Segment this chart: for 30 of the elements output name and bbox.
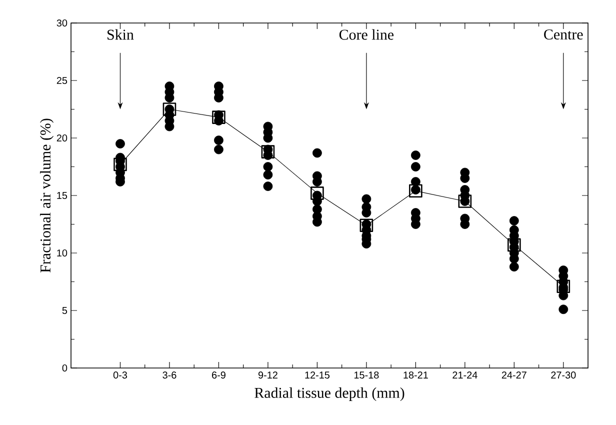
x-tick-label: 9-12 <box>258 372 278 379</box>
annotation: Centre <box>544 29 583 40</box>
point <box>556 280 570 293</box>
y-tick-label: 25 <box>56 76 68 84</box>
y-tick-label: 5 <box>62 307 68 314</box>
y-axis-title: Fractional air volume (%) <box>40 118 54 272</box>
x-tick-label: 6-9 <box>212 372 226 379</box>
x-tick-label: 12-15 <box>305 372 330 379</box>
point <box>360 218 374 232</box>
point <box>261 145 275 158</box>
point <box>508 238 521 252</box>
x-tick-label: 0-3 <box>113 372 128 379</box>
x-tick-label: 24-27 <box>502 372 526 378</box>
x-tick-label: 21-24 <box>452 372 478 378</box>
x-axis-title: Radial tissue depth (mm) <box>254 387 404 401</box>
annotation: Skin <box>108 29 134 40</box>
point <box>409 184 422 198</box>
annotation: Core line <box>339 29 394 40</box>
y-tick-label: 0 <box>62 364 68 372</box>
y-tick-label: 30 <box>56 19 68 27</box>
y-tick-label: 10 <box>57 249 68 257</box>
x-tick-label: 18-21 <box>404 372 428 379</box>
point <box>212 110 226 124</box>
point <box>310 186 324 200</box>
x-tick-label: 3-6 <box>162 372 176 379</box>
x-tick-label: 15-18 <box>354 372 379 379</box>
x-tick-label: 27-30 <box>551 372 576 379</box>
y-tick-label: 15 <box>57 192 68 199</box>
point <box>114 158 127 172</box>
y-tick-label: 20 <box>56 134 68 142</box>
